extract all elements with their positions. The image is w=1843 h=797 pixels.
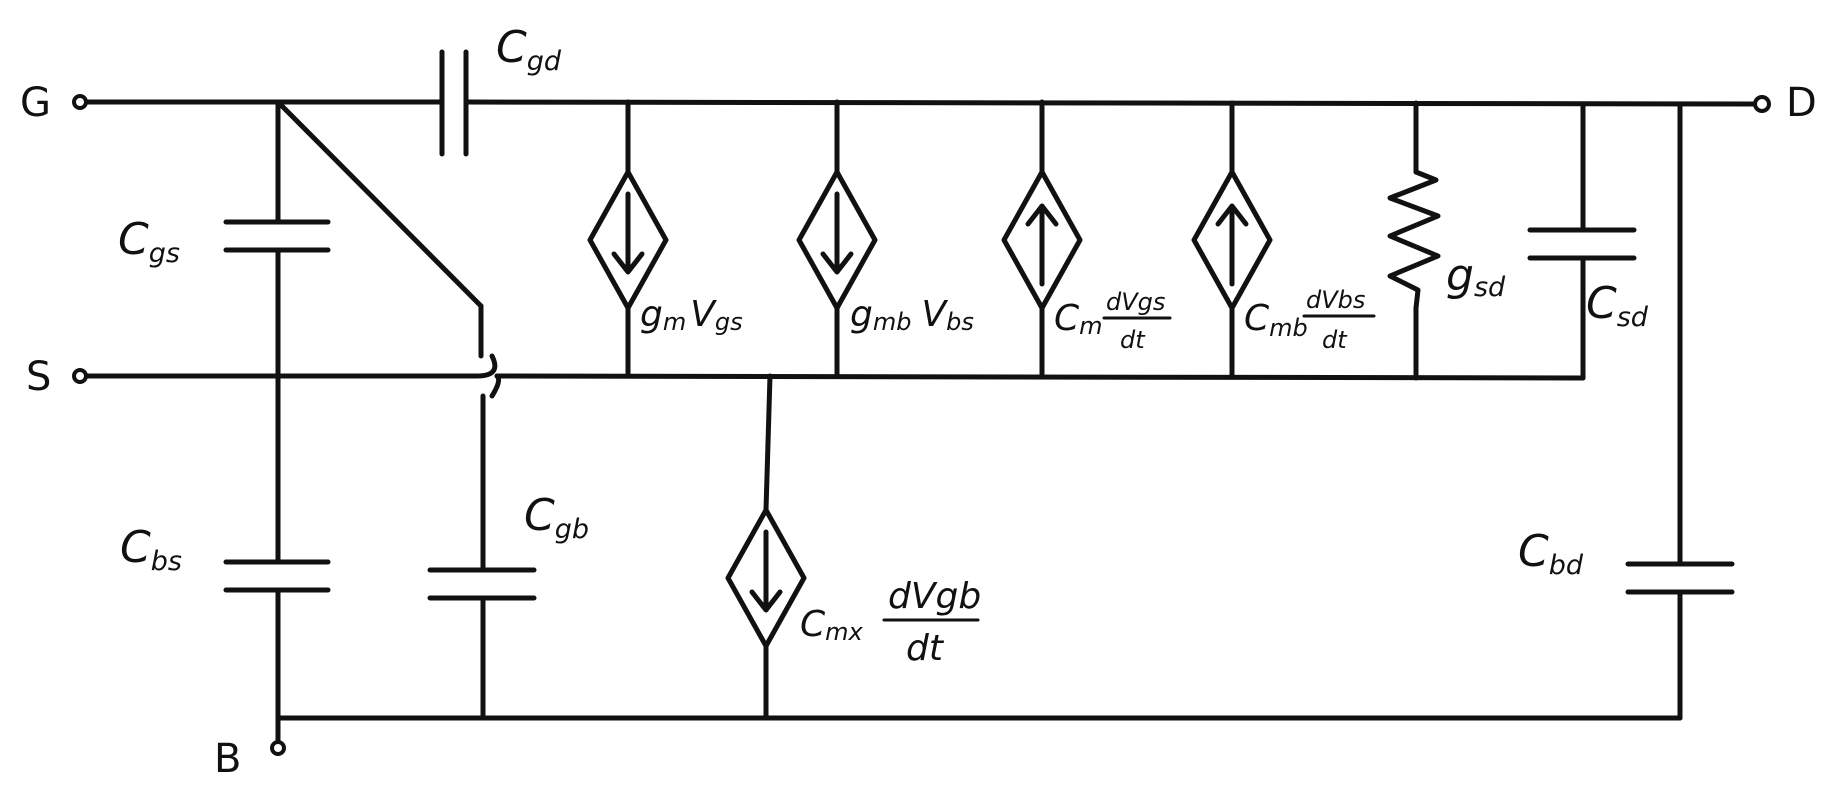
source-terminal[interactable] bbox=[72, 368, 88, 384]
arrow-up-icon bbox=[1025, 203, 1059, 227]
gm-current-source bbox=[587, 169, 669, 311]
cm-denominator: dt bbox=[1120, 326, 1146, 354]
arrow-down-icon bbox=[749, 589, 783, 613]
cm-label: Cm dVgs dt bbox=[1054, 288, 1172, 354]
capacitors bbox=[223, 49, 1735, 601]
cmx-numerator: dVgb bbox=[888, 576, 981, 617]
cgd-capacitor bbox=[439, 49, 469, 157]
gsd-resistor bbox=[1387, 169, 1441, 311]
cgs-label: Cgs bbox=[118, 214, 180, 269]
svg-text:Cm: Cm bbox=[1054, 298, 1103, 340]
gate-label: G bbox=[20, 80, 51, 126]
source-crossover-hop bbox=[474, 353, 498, 379]
terminals: G S D B bbox=[20, 80, 1817, 782]
drain-terminal[interactable] bbox=[1753, 95, 1771, 113]
svg-text:Cmx: Cmx bbox=[800, 604, 864, 646]
svg-text:Cmb: Cmb bbox=[1244, 298, 1308, 342]
cgb-label: Cgb bbox=[524, 490, 589, 545]
bulk-terminal[interactable] bbox=[270, 740, 286, 756]
drain-label: D bbox=[1786, 80, 1817, 126]
arrow-down-icon bbox=[611, 251, 645, 275]
cmx-denominator: dt bbox=[906, 628, 945, 669]
csd-capacitor bbox=[1527, 227, 1637, 261]
arrow-up-icon bbox=[1215, 203, 1249, 227]
cmx-label: Cmx dVgb dt bbox=[800, 576, 981, 669]
cbd-label: Cbd bbox=[1518, 526, 1584, 581]
arrow-down-icon bbox=[820, 251, 854, 275]
cgb-diagonal bbox=[275, 99, 484, 309]
source-crossover-hop-lower bbox=[489, 373, 502, 399]
cmb-current-source bbox=[1191, 169, 1273, 311]
gmb-label: gmb Vbs bbox=[850, 294, 974, 336]
cm-numerator: dVgs bbox=[1106, 288, 1165, 316]
gm-label: gm Vgs bbox=[640, 294, 743, 336]
wires bbox=[82, 99, 1758, 745]
cm-current-source bbox=[1001, 169, 1083, 311]
gmb-current-source bbox=[796, 169, 878, 311]
cmb-label: Cmb dVbs dt bbox=[1244, 286, 1376, 354]
dependent-sources bbox=[587, 169, 1273, 649]
cmb-denominator: dt bbox=[1322, 326, 1348, 354]
labels: Cgd Cgs Cbs Cgb Csd Cbd gsd gm Vgs gmb Vbs… bbox=[118, 22, 1649, 669]
cgs-capacitor bbox=[223, 219, 331, 253]
cgd-label: Cgd bbox=[496, 22, 562, 77]
bulk-label: B bbox=[214, 736, 241, 782]
cbd-capacitor bbox=[1625, 561, 1735, 595]
cbs-capacitor bbox=[223, 559, 331, 593]
gsd-label: gsd bbox=[1446, 250, 1506, 303]
gate-wire-right bbox=[463, 99, 1758, 107]
csd-label: Csd bbox=[1586, 278, 1649, 333]
cmx-lead-top bbox=[763, 373, 773, 513]
gate-terminal[interactable] bbox=[72, 94, 88, 110]
source-label: S bbox=[26, 354, 51, 400]
cmx-current-source bbox=[725, 507, 807, 649]
cgb-capacitor bbox=[427, 567, 537, 601]
cmb-numerator: dVbs bbox=[1306, 286, 1365, 314]
cbs-label: Cbs bbox=[120, 522, 182, 577]
